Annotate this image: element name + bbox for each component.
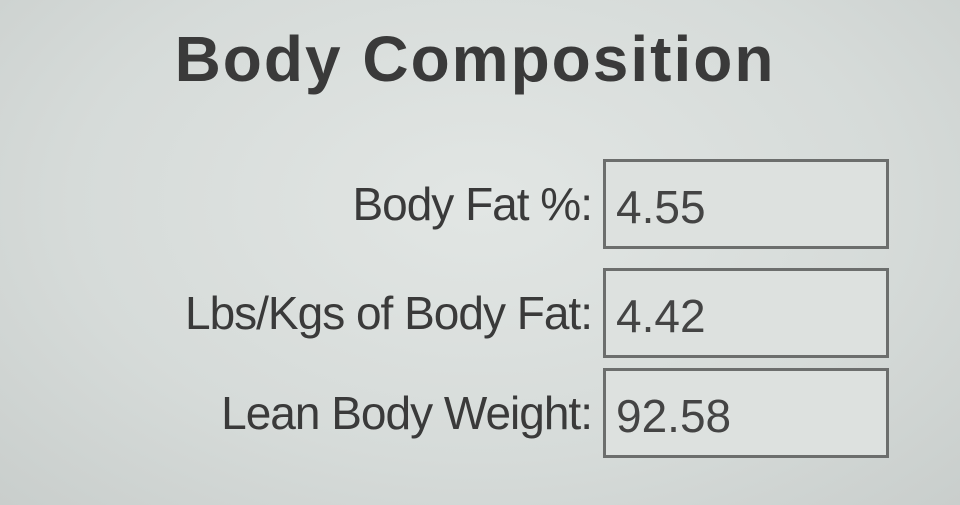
field-body-fat-weight: Lbs/Kgs of Body Fat: 4.42 <box>0 268 960 358</box>
field-label: Lean Body Weight: <box>221 387 593 439</box>
field-value: 4.42 <box>616 290 706 342</box>
field-value: 92.58 <box>616 390 732 442</box>
lean-body-weight-field[interactable]: 92.58 <box>603 368 889 458</box>
field-lean-body-weight: Lean Body Weight: 92.58 <box>0 368 960 458</box>
body-fat-percent-field[interactable]: 4.55 <box>603 159 889 249</box>
field-value: 4.55 <box>616 181 706 233</box>
page-title: Body Composition <box>174 23 776 95</box>
field-label: Lbs/Kgs of Body Fat: <box>184 287 593 339</box>
body-fat-weight-field[interactable]: 4.42 <box>603 268 889 358</box>
field-body-fat-percent: Body Fat %: 4.55 <box>0 159 960 249</box>
field-label: Body Fat %: <box>352 178 593 230</box>
